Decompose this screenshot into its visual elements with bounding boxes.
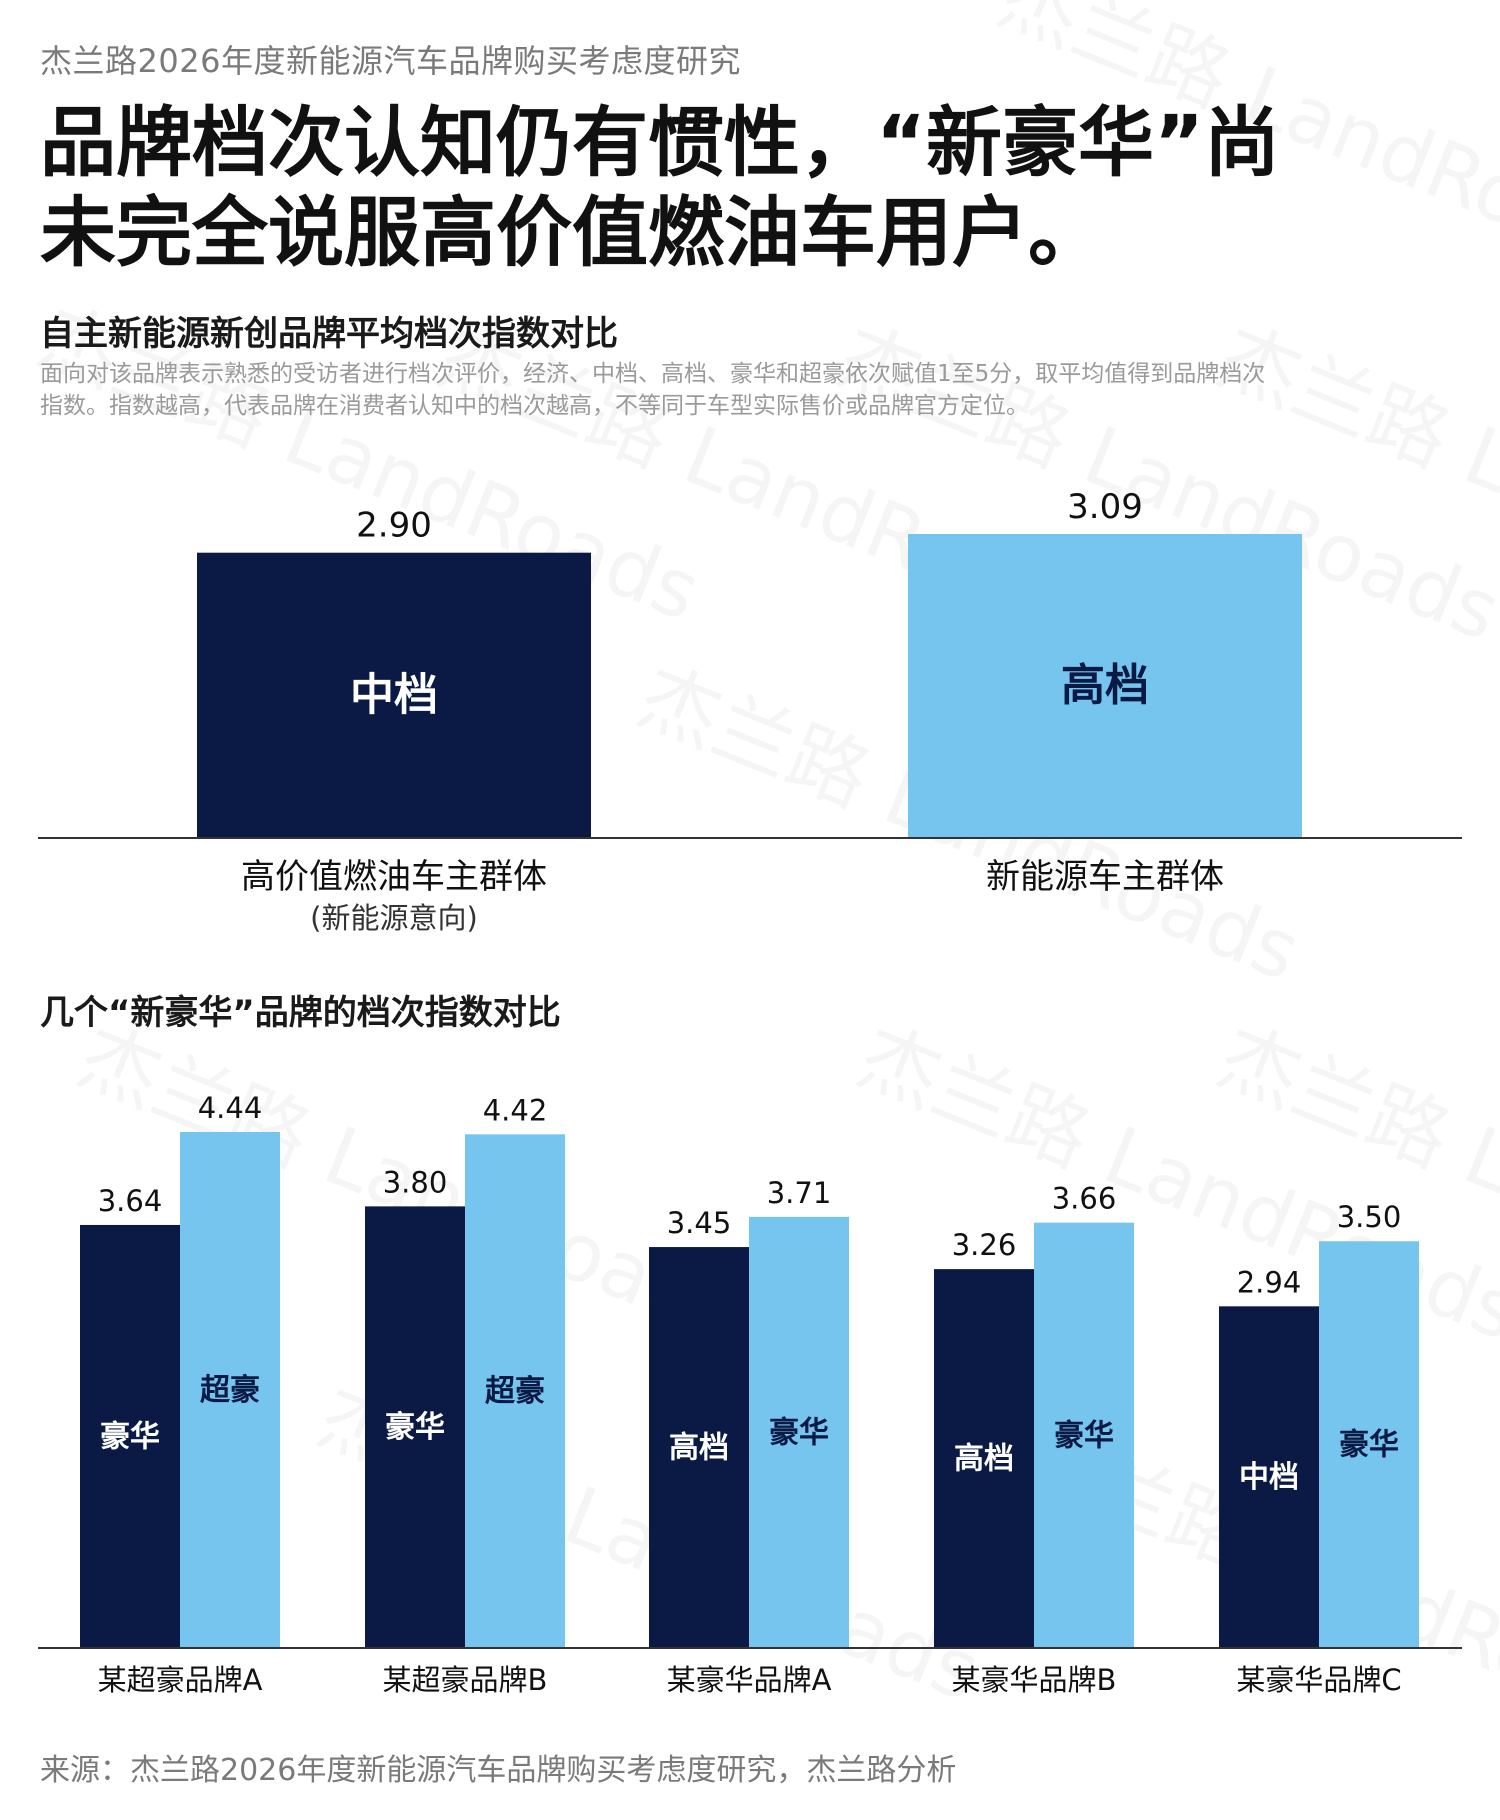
chart2-title: 几个“新豪华”品牌的档次指数对比	[40, 993, 561, 1033]
chart2-value-label: 3.64	[98, 1184, 163, 1218]
chart2-bar	[1319, 1241, 1419, 1648]
chart2-bar-label: 中档	[1239, 1460, 1299, 1495]
headline-line-2: 未完全说服高价值燃油车用户。	[40, 188, 1104, 277]
chart2-bar-label: 豪华	[769, 1415, 829, 1450]
chart2-value-label: 2.94	[1237, 1265, 1302, 1299]
chart2-category-label: 某超豪品牌B	[383, 1663, 548, 1697]
headline-line-1: 品牌档次认知仍有惯性，“新豪华”尚	[40, 98, 1280, 187]
chart2-bar-label: 豪华	[385, 1410, 445, 1445]
chart2-bar-label: 豪华	[1339, 1428, 1399, 1463]
chart2-value-label: 4.42	[483, 1093, 548, 1127]
chart2-bar	[934, 1269, 1034, 1648]
chart1-category-label: 高价值燃油车主群体	[241, 857, 547, 897]
chart2-value-label: 3.80	[383, 1165, 448, 1199]
chart2-value-label: 4.44	[198, 1091, 263, 1125]
chart2-bar-label: 高档	[954, 1442, 1014, 1477]
chart1-value-label: 3.09	[1067, 487, 1143, 527]
chart1-bar	[197, 552, 591, 838]
source-note: 来源：杰兰路2026年度新能源汽车品牌购买考虑度研究，杰兰路分析	[40, 1753, 957, 1788]
chart2-category-label: 某超豪品牌A	[98, 1663, 263, 1697]
chart2-bar	[1219, 1306, 1319, 1648]
chart2-value-label: 3.50	[1337, 1200, 1402, 1234]
chart2-category-label: 某豪华品牌B	[952, 1663, 1117, 1697]
chart1-bar-label: 高档	[1061, 660, 1149, 711]
chart2-value-label: 3.66	[1052, 1182, 1117, 1216]
chart1-title: 自主新能源新创品牌平均档次指数对比	[40, 314, 618, 354]
chart2-bar	[649, 1247, 749, 1648]
chart1-bar-label: 中档	[350, 669, 438, 720]
chart1-bar	[908, 534, 1302, 838]
chart1-value-label: 2.90	[356, 506, 432, 546]
chart2-bar-label: 高档	[669, 1431, 729, 1466]
chart1-note: 面向对该品牌表示熟悉的受访者进行档次评价，经济、中档、高档、豪华和超豪依次赋值1…	[40, 361, 1266, 419]
chart2-bar	[180, 1132, 280, 1648]
chart1-category-sublabel: (新能源意向)	[310, 901, 478, 935]
chart2-category-label: 某豪华品牌C	[1236, 1663, 1401, 1697]
chart2-category-label: 某豪华品牌A	[667, 1663, 832, 1697]
chart2-value-label: 3.45	[667, 1206, 732, 1240]
report-supertitle: 杰兰路2026年度新能源汽车品牌购买考虑度研究	[40, 42, 741, 80]
chart2-bar-label: 超豪	[200, 1373, 260, 1408]
chart2-value-label: 3.71	[767, 1176, 832, 1210]
chart2-value-label: 3.26	[952, 1228, 1017, 1262]
chart2-bar	[749, 1216, 849, 1648]
chart2-bar	[80, 1224, 180, 1648]
chart2-bar	[465, 1134, 565, 1648]
chart2-bar-label: 豪华	[100, 1419, 160, 1454]
chart2-bar-label: 超豪	[485, 1374, 545, 1409]
chart1-category-label: 新能源车主群体	[986, 857, 1224, 897]
chart2-bar	[365, 1206, 465, 1648]
chart2-bar-label: 豪华	[1054, 1418, 1114, 1453]
headline: 品牌档次认知仍有惯性，“新豪华”尚 未完全说服高价值燃油车用户。	[40, 98, 1340, 278]
chart2-bar	[1034, 1222, 1134, 1648]
